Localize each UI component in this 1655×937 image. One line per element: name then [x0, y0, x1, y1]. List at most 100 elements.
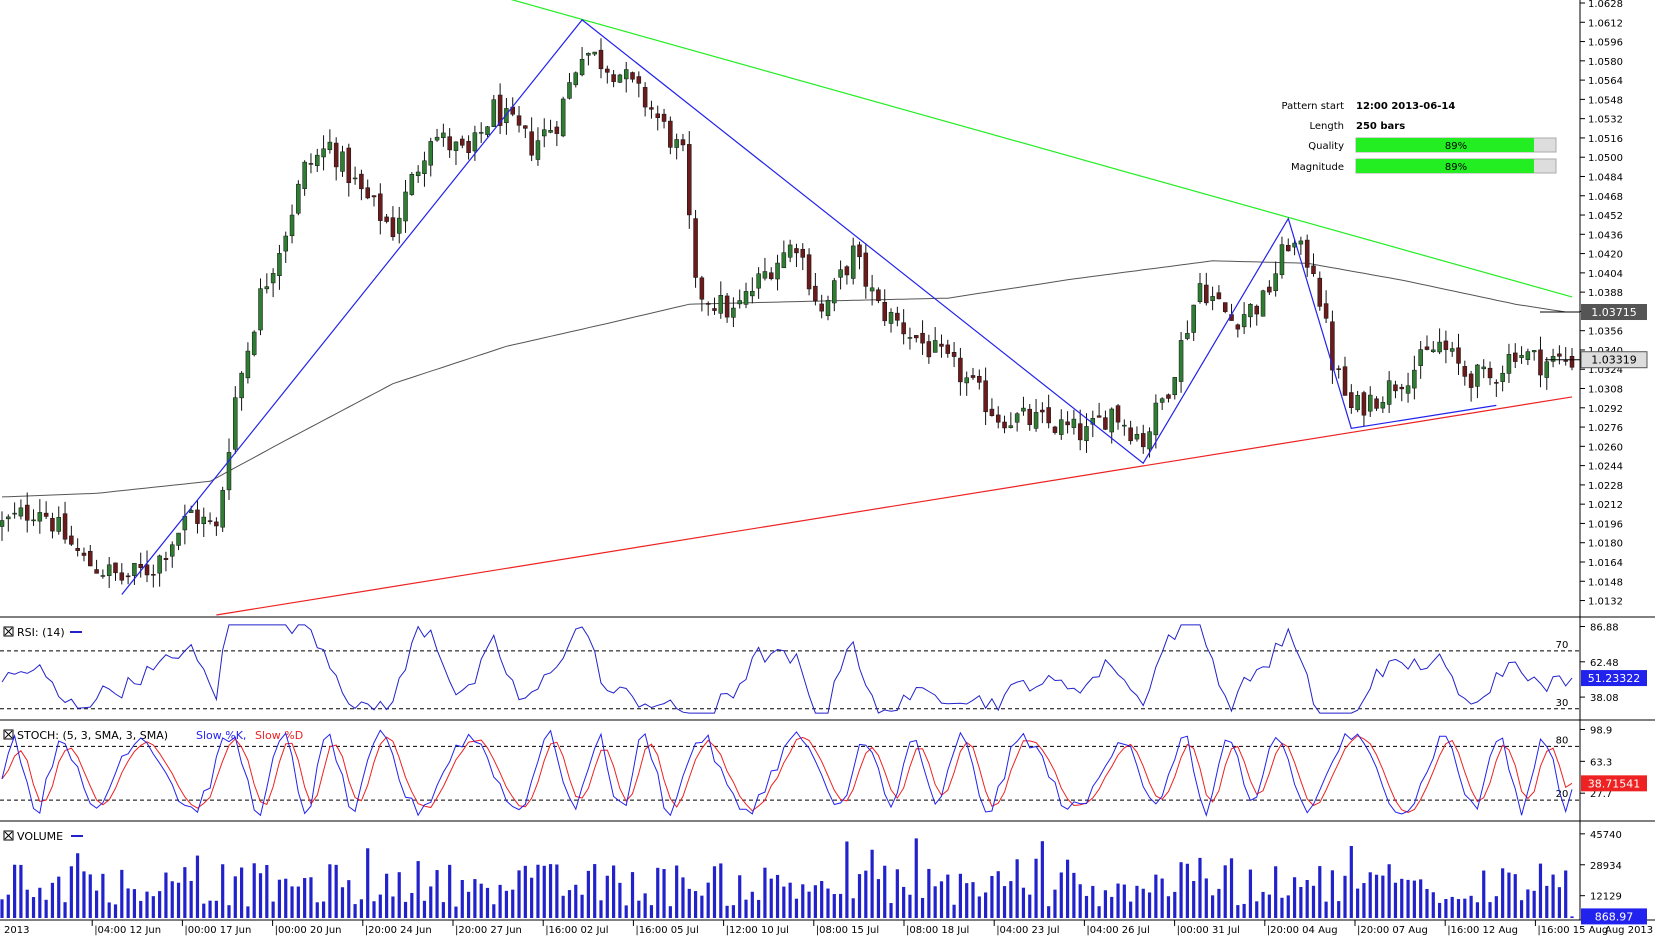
candle-body: [1052, 426, 1058, 433]
volume-bar: [94, 890, 99, 918]
volume-bar: [630, 872, 635, 918]
candle-body: [1349, 392, 1354, 408]
candle-body: [857, 244, 862, 258]
candle-body: [176, 532, 181, 546]
volume-bar: [952, 904, 956, 918]
candle-body: [617, 74, 623, 83]
candle-body: [422, 160, 427, 174]
candle-body: [1538, 349, 1543, 376]
candle-body: [560, 98, 566, 137]
candle-body: [169, 544, 175, 557]
volume-bar: [321, 901, 326, 918]
candle-body: [592, 51, 597, 55]
length-value: 250 bars: [1356, 121, 1405, 132]
volume-bar: [202, 903, 206, 918]
volume-bar: [889, 903, 893, 918]
candle-body: [100, 575, 106, 577]
volume-bar: [1501, 868, 1505, 918]
volume-bar: [492, 904, 496, 918]
volume-bar: [353, 904, 357, 918]
volume-bar: [290, 886, 294, 918]
candle-body: [1569, 356, 1575, 368]
panel-last-value-label: 868.97: [1595, 910, 1634, 923]
candle-body: [1109, 408, 1114, 433]
volume-bar: [580, 894, 584, 918]
pattern-zigzag-line: [121, 19, 1497, 595]
volume-bar: [1116, 883, 1120, 918]
volume-bar: [252, 863, 256, 918]
volume-bar: [385, 873, 389, 918]
time-tick-label: |08:00 15 Jul: [816, 925, 879, 936]
volume-bar: [693, 891, 698, 918]
volume-bar: [1261, 891, 1265, 918]
volume-bar: [1456, 899, 1461, 918]
volume-bar: [750, 891, 754, 918]
volume-close-icon[interactable]: [3, 830, 14, 841]
volume-bar: [1538, 863, 1543, 918]
volume-bar: [76, 853, 80, 918]
candle-body: [567, 82, 572, 99]
time-tick-label: |16:00 15 Aug: [1537, 925, 1608, 936]
volume-bar: [1374, 874, 1379, 918]
volume-bar: [567, 890, 572, 918]
volume-bar: [1526, 889, 1530, 918]
volume-bar: [38, 887, 42, 918]
volume-bar: [296, 886, 300, 918]
candle-body: [390, 217, 396, 238]
candle-body: [1563, 360, 1568, 362]
volume-bar: [599, 900, 603, 918]
volume-bar: [946, 874, 950, 918]
candle-body: [1046, 407, 1051, 424]
volume-bar: [63, 902, 67, 918]
candle-body: [1405, 385, 1411, 394]
volume-bar: [920, 897, 925, 918]
candle-body: [321, 148, 326, 158]
candle-body: [1513, 352, 1518, 362]
candle-body: [649, 107, 654, 110]
volume-bar: [618, 882, 622, 918]
volume-bar: [183, 867, 187, 918]
candle-body: [1355, 394, 1360, 411]
volume-bar: [1425, 888, 1429, 918]
candle-body: [1412, 369, 1417, 389]
volume-bar: [1072, 872, 1076, 918]
candle-body: [680, 139, 686, 146]
candle-body: [1399, 386, 1405, 390]
ma-value-box: [1581, 304, 1647, 321]
price-tick-label: 1.0132: [1588, 597, 1623, 608]
candle-body: [56, 517, 61, 532]
candle-body: [1128, 427, 1133, 442]
candle-body: [81, 552, 87, 556]
candle-body: [1317, 277, 1323, 307]
candle-body: [813, 285, 818, 302]
volume-bar: [1248, 869, 1253, 918]
time-tick-label: |00:00 31 Jul: [1177, 925, 1240, 936]
time-tick-label: |16:00 02 Jul: [545, 925, 608, 936]
stoch-close-icon[interactable]: [3, 729, 14, 740]
candle-body: [1147, 431, 1152, 450]
volume-bar: [271, 901, 275, 918]
volume-bar: [359, 899, 363, 918]
volume-bar: [971, 882, 975, 918]
volume-close-icon-stroke-b: [4, 831, 13, 840]
candle-body: [586, 52, 591, 56]
volume-bar: [1450, 896, 1454, 918]
volume-bar: [120, 869, 124, 918]
candle-body: [283, 235, 288, 252]
volume-bar: [107, 902, 111, 918]
volume-bar: [832, 894, 836, 918]
candle-body: [384, 216, 389, 222]
candle-body: [787, 244, 793, 258]
candle-body: [43, 512, 49, 517]
candle-body: [832, 280, 837, 304]
price-tick-label: 1.0276: [1588, 423, 1623, 434]
moving-average-line: [1, 260, 1572, 498]
time-tick-label: Aug 2013: [1605, 925, 1653, 936]
candle-body: [1216, 292, 1222, 300]
panel-tick-label: 86.88: [1590, 623, 1619, 634]
volume-bar: [996, 871, 1000, 918]
price-tick-label: 1.0580: [1588, 57, 1623, 68]
rsi-close-icon[interactable]: [3, 626, 14, 637]
candle-body: [806, 254, 812, 290]
volume-bar: [1135, 885, 1139, 918]
